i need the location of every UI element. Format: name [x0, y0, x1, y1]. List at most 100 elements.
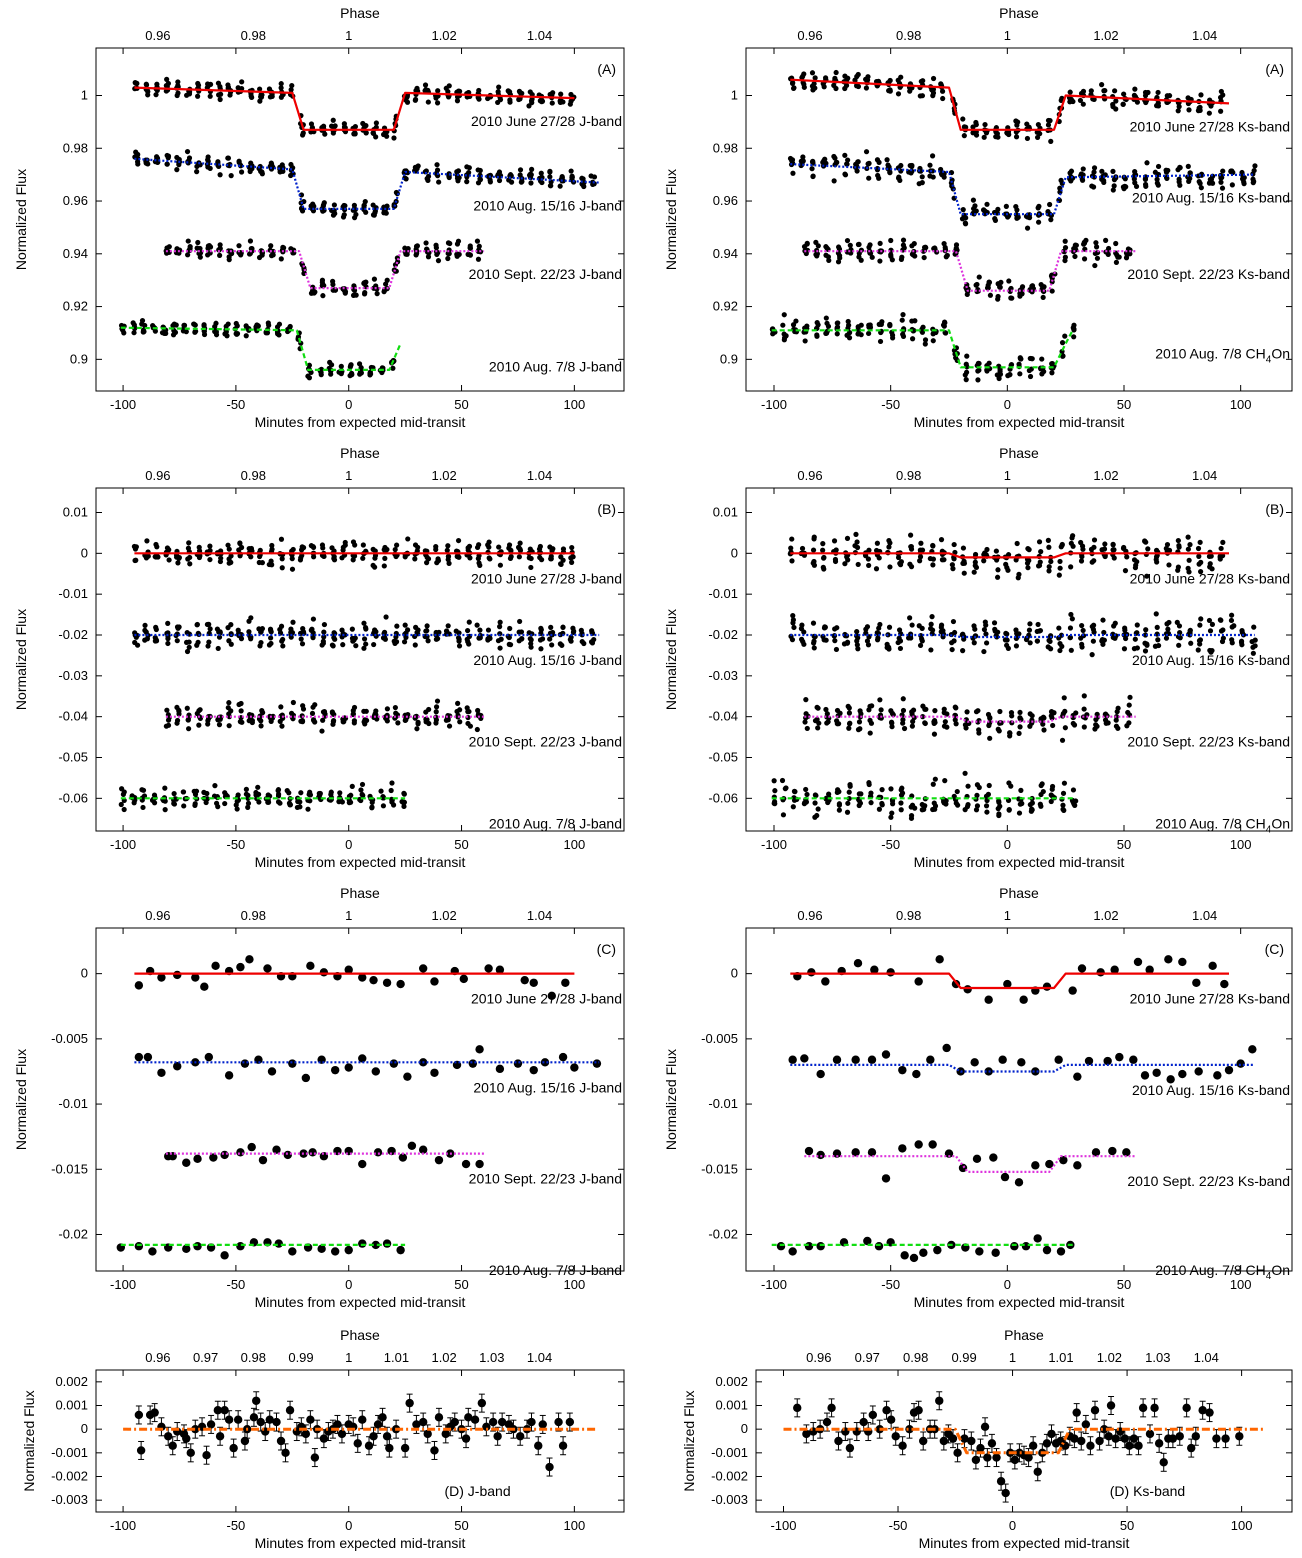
data-point	[1024, 135, 1031, 142]
data-point	[856, 719, 863, 725]
data-point	[908, 532, 914, 538]
data-point	[1092, 262, 1098, 269]
data-point	[278, 85, 284, 91]
data-point	[919, 625, 925, 631]
data-point	[217, 558, 224, 565]
data-point	[184, 148, 191, 155]
y-tick-label: 0.94	[713, 246, 738, 261]
data-point	[790, 80, 796, 86]
data-point	[279, 638, 285, 644]
data-point	[373, 120, 379, 126]
y-tick-label: 0.001	[55, 1398, 88, 1413]
data-point	[477, 562, 483, 568]
data-point	[1102, 541, 1108, 547]
data-point	[901, 725, 908, 732]
data-point	[938, 81, 944, 87]
x-tick-label: 100	[1230, 837, 1252, 852]
data-point	[236, 962, 245, 972]
data-point	[466, 543, 473, 549]
data-point	[895, 639, 901, 646]
data-point	[1035, 219, 1042, 225]
panel-label: (D) Ks-band	[1110, 1483, 1185, 1499]
data-point	[300, 706, 307, 712]
data-point	[330, 278, 336, 284]
series-label: 2010 June 27/28 J-band	[471, 113, 622, 129]
data-point	[339, 627, 345, 633]
series-1	[783, 1391, 1265, 1503]
data-point	[994, 574, 1001, 580]
data-point	[201, 323, 207, 329]
data-point	[519, 636, 525, 642]
data-point	[238, 700, 244, 707]
data-point	[538, 627, 544, 633]
data-point	[344, 1063, 353, 1072]
data-point	[213, 800, 220, 806]
phase-tick-label: 1	[1004, 468, 1011, 483]
data-point	[879, 787, 885, 793]
phase-tick-label: 1.04	[527, 28, 552, 43]
series-label: 2010 June 27/28 Ks-band	[1130, 118, 1290, 134]
data-point	[1111, 1434, 1120, 1443]
data-point	[927, 173, 933, 179]
data-point	[435, 258, 442, 264]
data-point	[931, 800, 937, 806]
data-point	[195, 239, 201, 246]
data-point	[226, 700, 232, 706]
data-point	[907, 615, 913, 621]
data-point	[1038, 803, 1044, 809]
data-point	[150, 1408, 159, 1417]
data-point	[412, 642, 418, 648]
y-tick-label: 0.01	[713, 505, 738, 520]
data-point	[455, 88, 462, 94]
data-point	[207, 93, 213, 99]
data-point	[352, 542, 358, 548]
data-point	[1188, 640, 1194, 646]
data-point	[134, 1052, 144, 1062]
data-point	[1077, 1436, 1086, 1446]
data-point	[184, 705, 190, 711]
data-point	[1100, 617, 1106, 623]
data-point	[1048, 798, 1054, 805]
y-tick-label: -0.02	[708, 1226, 738, 1241]
y-tick-label: 0.002	[715, 1374, 748, 1389]
data-point	[182, 1158, 191, 1167]
data-point	[527, 1417, 536, 1427]
data-point	[810, 173, 816, 179]
phase-tick-label: 0.96	[145, 908, 170, 923]
data-point	[909, 336, 916, 342]
data-point	[881, 1174, 891, 1183]
data-point	[833, 69, 839, 76]
data-point	[423, 240, 429, 246]
panel-label: (D) J-band	[444, 1483, 510, 1499]
data-point	[395, 720, 401, 726]
data-point	[834, 707, 841, 714]
data-point	[788, 1055, 797, 1064]
data-point	[381, 563, 387, 569]
data-point	[863, 85, 870, 91]
data-point	[1155, 637, 1161, 643]
data-point	[238, 169, 245, 175]
data-point	[1073, 242, 1079, 248]
data-point	[194, 621, 200, 628]
data-point	[557, 183, 563, 189]
data-point	[1070, 533, 1076, 539]
data-point	[152, 638, 158, 644]
data-point	[1154, 176, 1160, 182]
data-point	[330, 117, 336, 123]
data-point	[866, 322, 872, 328]
x-tick-label: 0	[345, 397, 352, 412]
data-point	[981, 134, 987, 140]
data-point	[791, 788, 798, 794]
series-label: 2010 June 27/28 J-band	[471, 991, 622, 1007]
data-point	[496, 177, 503, 184]
data-point	[1077, 97, 1084, 104]
data-point	[930, 542, 936, 549]
data-point	[814, 812, 820, 819]
data-point	[900, 312, 906, 318]
data-point	[513, 1059, 523, 1068]
data-point	[1017, 356, 1024, 362]
data-point	[249, 1413, 259, 1422]
panel-label: (C)	[1265, 941, 1284, 957]
data-point	[951, 347, 958, 354]
data-point	[547, 91, 553, 98]
